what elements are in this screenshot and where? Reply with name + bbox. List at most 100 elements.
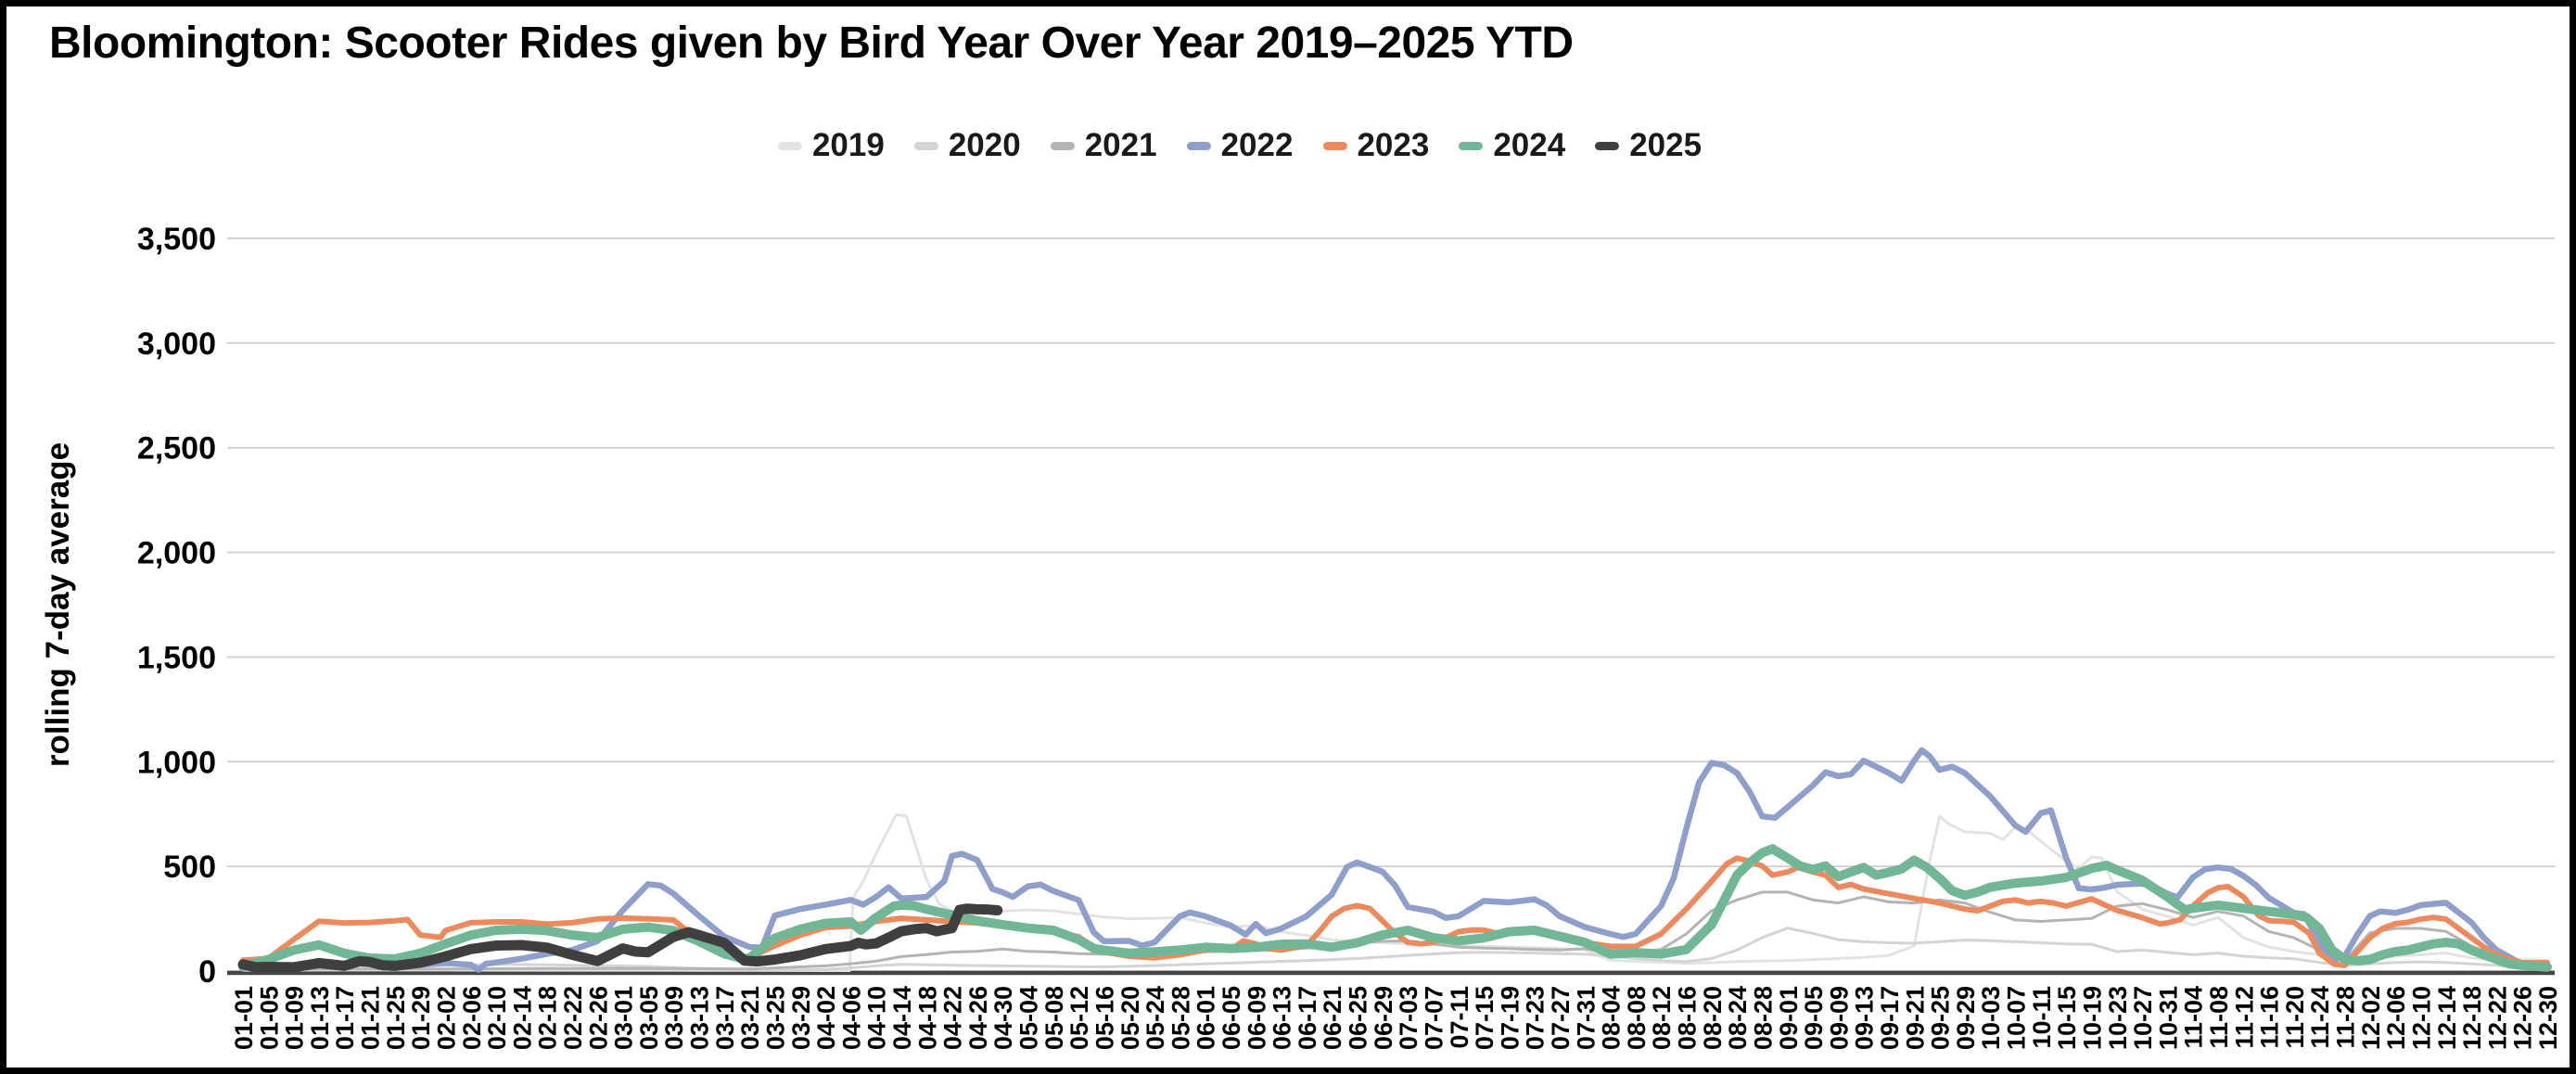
x-tick-label: 12-14: [2433, 986, 2461, 1050]
legend-swatch-2022: [1186, 141, 1211, 150]
x-tick-label: 05-28: [1167, 986, 1194, 1050]
x-tick-label: 05-24: [1141, 986, 1169, 1050]
x-tick-label: 09-01: [1775, 986, 1803, 1050]
y-tick-label: 2,500: [137, 431, 216, 467]
x-tick-label: 04-22: [939, 986, 967, 1050]
x-tick-label: 11-04: [2180, 986, 2208, 1049]
legend-item-2021[interactable]: 2021: [1050, 127, 1157, 164]
x-tick-label: 05-08: [1040, 986, 1068, 1050]
x-tick-label: 10-07: [2003, 986, 2031, 1050]
x-tick-label: 09-29: [1952, 986, 1980, 1050]
x-tick-label: 08-04: [1598, 986, 1626, 1050]
x-tick-label: 06-05: [1218, 986, 1245, 1050]
x-tick-label: 05-20: [1116, 986, 1144, 1050]
x-tick-label: 01-29: [407, 986, 435, 1050]
x-tick-label: 06-21: [1319, 986, 1346, 1050]
x-tick-label: 06-09: [1243, 986, 1270, 1050]
y-tick-label: 2,000: [137, 536, 216, 571]
x-tick-label: 10-27: [2129, 986, 2157, 1050]
series-line-2021[interactable]: [241, 890, 2549, 971]
legend-label: 2022: [1220, 127, 1294, 163]
legend-item-2020[interactable]: 2020: [913, 127, 1021, 164]
x-tick-label: 01-25: [382, 986, 410, 1050]
y-tick-label: 500: [163, 850, 216, 885]
y-tick-label: 3,000: [137, 326, 216, 362]
x-tick-label: 11-12: [2230, 986, 2258, 1049]
y-tick-label: 0: [198, 954, 216, 990]
legend-item-2024[interactable]: 2024: [1459, 127, 1565, 164]
x-tick-label: 10-03: [1977, 986, 2005, 1050]
x-tick-label: 03-17: [711, 986, 739, 1050]
x-tick-label: 01-13: [306, 986, 334, 1050]
legend-label: 2025: [1629, 127, 1702, 163]
x-tick-label: 03-21: [736, 986, 764, 1050]
x-tick-label: 12-02: [2357, 986, 2385, 1050]
x-tick-label: 02-18: [534, 986, 562, 1050]
x-tick-label: 04-06: [837, 986, 865, 1050]
x-tick-label: 06-01: [1192, 986, 1220, 1050]
x-tick-label: 04-14: [888, 986, 916, 1050]
x-tick-label: 07-07: [1420, 986, 1447, 1050]
x-tick-label: 04-10: [863, 986, 891, 1050]
chart-legend: 2019 2020 2021 2022 2023 2024 2025: [777, 127, 1702, 164]
x-tick-label: 09-21: [1901, 986, 1929, 1050]
x-tick-label: 06-25: [1345, 986, 1372, 1050]
x-tick-label: 06-29: [1370, 986, 1397, 1050]
x-tick-label: 10-15: [2053, 986, 2081, 1050]
x-tick-label: 10-11: [2028, 986, 2056, 1049]
x-tick-label: 05-16: [1090, 986, 1118, 1050]
legend-item-2023[interactable]: 2023: [1322, 127, 1429, 164]
legend-item-2025[interactable]: 2025: [1595, 127, 1702, 164]
y-tick-label: 3,500: [137, 222, 216, 257]
x-tick-label: 08-12: [1648, 986, 1676, 1050]
x-tick-label: 10-31: [2154, 986, 2182, 1050]
x-tick-label: 01-21: [357, 986, 385, 1050]
x-tick-label: 12-30: [2534, 986, 2562, 1050]
x-tick-label: 07-19: [1496, 986, 1524, 1050]
legend-swatch-2021: [1050, 141, 1075, 150]
x-tick-label: 03-25: [761, 986, 789, 1050]
legend-item-2019[interactable]: 2019: [777, 127, 885, 164]
x-tick-label: 06-13: [1269, 986, 1296, 1050]
x-tick-label: 07-15: [1471, 986, 1498, 1050]
x-tick-label: 02-06: [458, 986, 486, 1050]
x-tick-label: 04-02: [812, 986, 840, 1050]
series-line-2025[interactable]: [237, 903, 1003, 973]
x-tick-label: 12-26: [2509, 986, 2537, 1050]
x-tick-label: 11-28: [2332, 986, 2360, 1049]
x-tick-label: 07-27: [1547, 986, 1575, 1050]
x-tick-label: 04-30: [989, 986, 1017, 1050]
x-tick-label: 03-09: [660, 986, 688, 1050]
chart-title: Bloomington: Scooter Rides given by Bird…: [49, 19, 1574, 68]
x-tick-label: 10-23: [2104, 986, 2132, 1050]
x-tick-label: 04-18: [913, 986, 941, 1050]
x-tick-label: 04-26: [964, 986, 992, 1050]
x-tick-label: 02-14: [508, 986, 536, 1050]
y-tick-label: 1,000: [137, 745, 216, 780]
x-tick-label: 12-10: [2407, 986, 2435, 1050]
x-tick-label: 02-26: [584, 986, 612, 1050]
series-line-2019[interactable]: [241, 812, 2549, 972]
x-tick-label: 08-28: [1749, 986, 1777, 1050]
x-tick-label: 08-16: [1674, 986, 1702, 1050]
x-tick-label: 08-20: [1699, 986, 1727, 1050]
series-line-2020[interactable]: [241, 927, 2549, 972]
x-tick-label: 07-23: [1522, 986, 1549, 1050]
legend-swatch-2023: [1322, 141, 1347, 150]
legend-swatch-2019: [777, 141, 802, 150]
legend-label: 2023: [1357, 127, 1430, 163]
legend-label: 2019: [811, 127, 885, 163]
x-tick-label: 07-03: [1395, 986, 1422, 1050]
x-tick-label: 12-18: [2458, 986, 2486, 1050]
legend-label: 2021: [1084, 127, 1157, 163]
x-tick-label: 03-29: [787, 986, 815, 1050]
legend-item-2022[interactable]: 2022: [1186, 127, 1294, 164]
x-tick-label: 07-11: [1446, 986, 1473, 1049]
x-tick-label: 10-19: [2078, 986, 2106, 1050]
legend-swatch-2024: [1459, 141, 1484, 150]
x-tick-label: 03-01: [610, 986, 638, 1050]
x-tick-label: 02-22: [559, 986, 587, 1050]
x-tick-label: 01-05: [255, 986, 283, 1050]
x-tick-label: 03-13: [686, 986, 714, 1050]
